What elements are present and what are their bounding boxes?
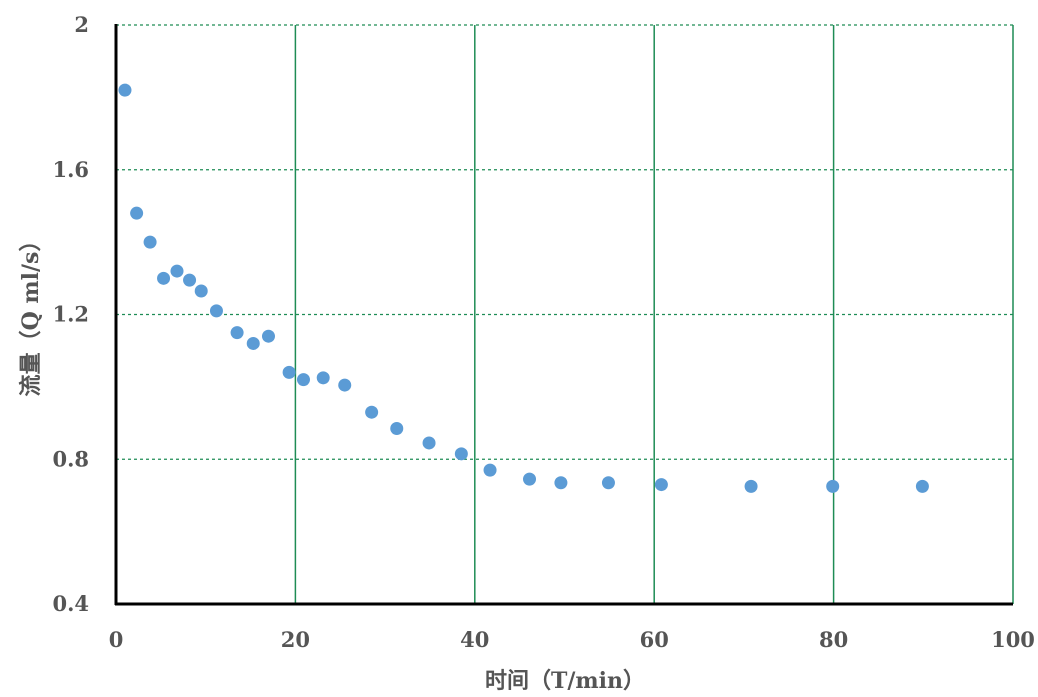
data-point [230,326,244,340]
x-axis-title: 时间（T/min） [485,668,645,694]
data-point [365,405,379,419]
data-point [282,365,296,379]
data-point [143,235,157,249]
data-point [338,378,352,392]
data-point [422,436,436,450]
axis-layer [114,24,1013,606]
x-tick-label: 0 [109,627,124,652]
data-point [157,271,171,285]
y-axis-title: 流量（Q ml/s） [18,230,44,397]
data-point [601,476,615,490]
x-tick-label: 20 [281,627,310,652]
data-point [194,284,208,298]
y-tick-label: 0.8 [52,446,89,471]
data-point [130,206,144,220]
data-point [390,421,404,435]
data-point [170,264,184,278]
data-point [523,472,537,486]
data-points [118,83,929,493]
data-point [316,371,330,385]
data-point [654,478,668,492]
y-tick-label: 1.6 [52,157,89,182]
data-point [246,336,260,350]
x-tick-label: 40 [460,627,489,652]
data-point [744,479,758,493]
x-tick-label: 100 [991,627,1035,652]
data-point [261,329,275,343]
tick-layer: 0 20 40 60 80 100 0.4 0.8 1.2 1.6 2 [52,12,1034,652]
data-point [118,83,132,97]
y-tick-label: 1.2 [52,302,89,327]
grid-layer [116,24,1014,604]
data-point [454,447,468,461]
data-point [483,463,497,477]
data-point [915,479,929,493]
data-point [183,273,197,287]
x-tick-label: 60 [640,627,669,652]
data-point [296,373,310,387]
data-point [554,476,568,490]
data-point [826,479,840,493]
y-tick-label: 2 [74,12,89,37]
data-point [209,304,223,318]
y-tick-label: 0.4 [52,591,89,616]
x-tick-label: 80 [819,627,848,652]
